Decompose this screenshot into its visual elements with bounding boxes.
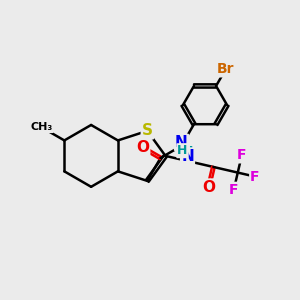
Text: N: N [181, 148, 194, 164]
Text: H: H [177, 144, 188, 157]
Text: O: O [136, 140, 149, 155]
Text: F: F [229, 183, 238, 197]
Text: N: N [175, 135, 188, 150]
Text: F: F [237, 148, 247, 162]
Text: CH₃: CH₃ [30, 122, 52, 132]
Text: H: H [183, 145, 193, 158]
Text: F: F [250, 169, 260, 184]
Text: Br: Br [217, 62, 234, 76]
Text: S: S [142, 123, 153, 138]
Text: O: O [202, 179, 215, 194]
